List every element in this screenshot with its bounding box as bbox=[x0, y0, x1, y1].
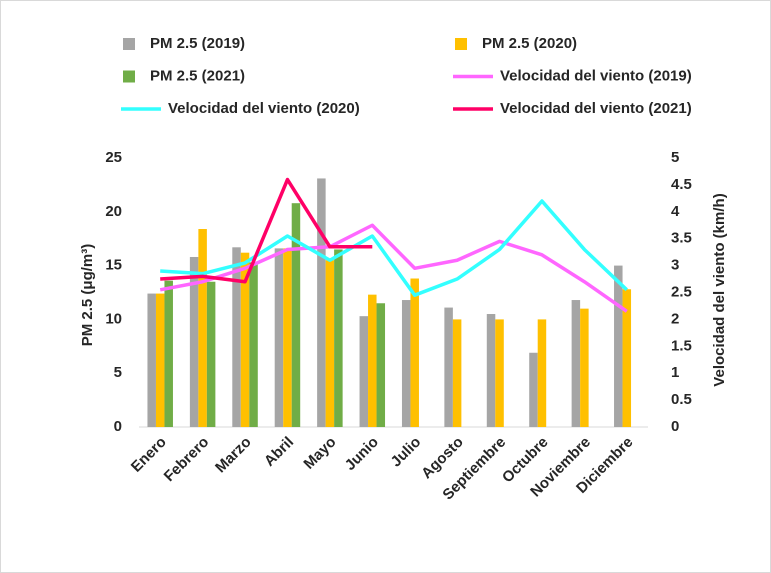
y2-tick-label: 4.5 bbox=[671, 176, 692, 193]
bar bbox=[189, 256, 199, 427]
bar bbox=[537, 319, 547, 427]
bar bbox=[376, 303, 386, 427]
y-tick-label: 20 bbox=[105, 203, 122, 220]
y2-tick-label: 2.5 bbox=[671, 283, 692, 300]
y2-axis-title: Velocidad del viento (km/h) bbox=[711, 193, 728, 386]
y-tick-label: 5 bbox=[114, 364, 122, 381]
bar bbox=[334, 249, 343, 427]
bar bbox=[452, 319, 462, 427]
bar bbox=[155, 293, 165, 427]
y2-tick-label: 3.5 bbox=[671, 230, 692, 247]
line bbox=[160, 199, 628, 297]
bar bbox=[359, 316, 369, 427]
bar bbox=[147, 293, 156, 427]
y2-tick-label: 0.5 bbox=[671, 391, 692, 408]
bar bbox=[274, 248, 284, 427]
y2-tick-label: 1.5 bbox=[671, 337, 692, 354]
y-tick-label: 25 bbox=[105, 149, 122, 166]
bar bbox=[580, 308, 589, 427]
bar bbox=[444, 307, 453, 427]
bar bbox=[317, 178, 326, 427]
line bbox=[160, 177, 373, 284]
bar bbox=[325, 260, 335, 427]
bar bbox=[368, 294, 377, 427]
bar bbox=[529, 352, 538, 427]
y2-tick-label: 5 bbox=[671, 149, 679, 166]
y-tick-label: 15 bbox=[105, 257, 122, 274]
legend-label: PM 2.5 (2021) bbox=[150, 67, 245, 84]
bar bbox=[198, 229, 207, 427]
y2-tick-label: 2 bbox=[671, 310, 679, 327]
y-tick-label: 0 bbox=[114, 418, 122, 435]
bar bbox=[486, 314, 496, 427]
y2-tick-label: 0 bbox=[671, 418, 679, 435]
bar bbox=[232, 247, 241, 427]
legend-label: Velocidad del viento (2021) bbox=[500, 100, 692, 117]
bar bbox=[495, 319, 504, 427]
y2-tick-label: 3 bbox=[671, 257, 679, 274]
bar bbox=[571, 300, 581, 427]
y-tick-label: 10 bbox=[105, 310, 122, 327]
y-axis-title: PM 2.5 (μg/m³) bbox=[79, 244, 96, 347]
legend-swatch bbox=[455, 38, 467, 50]
bar bbox=[401, 300, 411, 427]
bar bbox=[622, 289, 632, 427]
legend-swatch bbox=[123, 38, 135, 50]
bar bbox=[206, 281, 216, 427]
bar bbox=[291, 203, 301, 427]
legend-label: Velocidad del viento (2020) bbox=[168, 100, 360, 117]
bar bbox=[614, 265, 623, 427]
legend-label: Velocidad del viento (2019) bbox=[500, 67, 692, 84]
legend-label: PM 2.5 (2019) bbox=[150, 35, 245, 52]
bar bbox=[240, 252, 250, 427]
bar bbox=[249, 262, 258, 427]
legend-swatch bbox=[123, 70, 135, 83]
bar bbox=[410, 278, 419, 427]
bar bbox=[283, 248, 292, 427]
bar bbox=[164, 280, 173, 427]
line bbox=[159, 223, 628, 313]
y2-tick-label: 1 bbox=[671, 364, 679, 381]
y2-tick-label: 4 bbox=[671, 203, 680, 220]
legend-label: PM 2.5 (2020) bbox=[482, 35, 577, 52]
